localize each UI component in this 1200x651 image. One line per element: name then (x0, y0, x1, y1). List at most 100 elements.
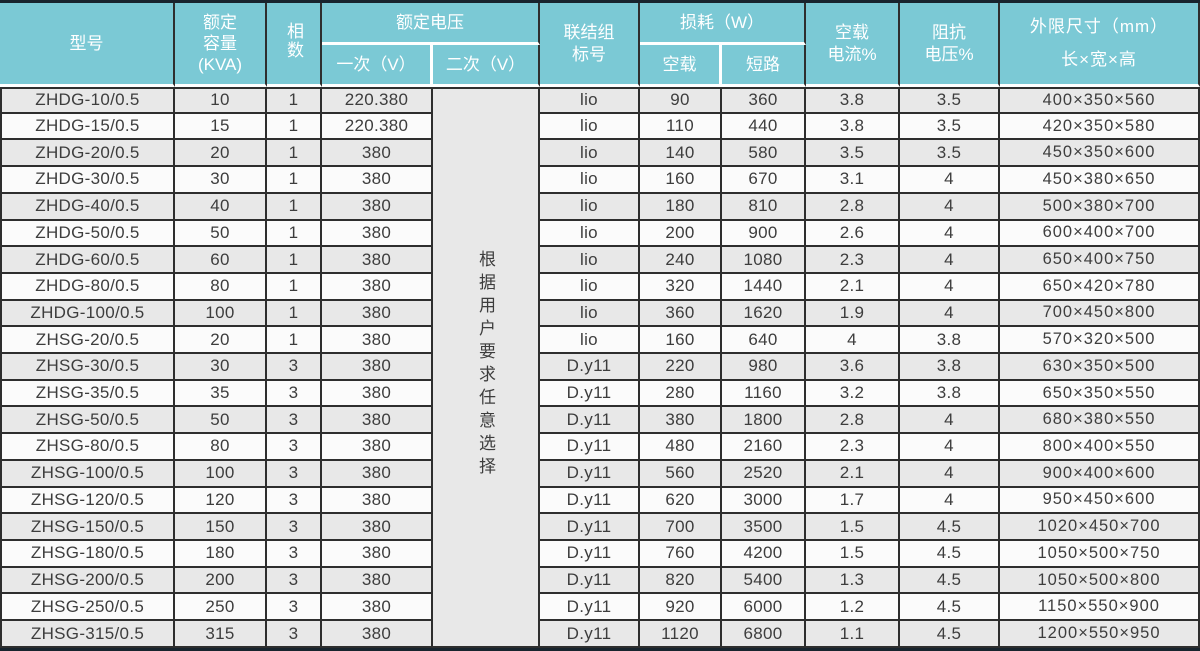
cell-capacity: 100 (175, 460, 267, 488)
cell-no-load-current: 2.8 (806, 193, 901, 221)
cell-dimensions: 700×450×800 (1000, 300, 1200, 328)
table-row: ZHDG-100/0.5 100 1 380 lio 360 1620 1.9 … (0, 300, 1200, 328)
cell-dimensions: 420×350×580 (1000, 113, 1200, 141)
cell-no-load-loss: 200 (640, 220, 722, 248)
cell-capacity: 200 (175, 567, 267, 595)
cell-impedance-voltage: 4 (900, 487, 1001, 515)
table-row: ZHDG-40/0.5 40 1 380 lio 180 810 2.8 4 5… (0, 193, 1200, 221)
cell-impedance-voltage: 4 (900, 167, 1001, 194)
cell-short-circuit-loss: 810 (722, 193, 807, 221)
cell-model: ZHDG-15/0.5 (0, 113, 175, 141)
cell-short-circuit-loss: 1080 (722, 247, 807, 274)
cell-primary-voltage: 380 (322, 540, 433, 568)
cell-no-load-loss: 760 (640, 540, 722, 568)
cell-phases: 1 (267, 327, 322, 355)
table-row: ZHSG-200/0.5 200 3 380 D.y11 820 5400 1.… (0, 567, 1200, 595)
cell-capacity: 150 (175, 514, 267, 541)
cell-phases: 1 (267, 220, 322, 248)
cell-primary-voltage: 380 (322, 567, 433, 595)
cell-capacity: 100 (175, 300, 267, 328)
cell-impedance-voltage: 4 (900, 407, 1001, 435)
secondary-voltage-note-text: 根据用户要求任意选择 (476, 250, 495, 480)
cell-no-load-current: 1.2 (806, 594, 901, 622)
cell-dimensions: 680×380×550 (1000, 407, 1200, 435)
cell-short-circuit-loss: 6000 (722, 594, 807, 622)
cell-connection-group: lio (540, 87, 640, 114)
cell-no-load-current: 3.8 (806, 87, 901, 114)
cell-phases: 1 (267, 300, 322, 328)
cell-connection-group: lio (540, 113, 640, 141)
cell-impedance-voltage: 3.8 (900, 354, 1001, 381)
cell-primary-voltage: 380 (322, 273, 433, 301)
cell-impedance-voltage: 4 (900, 300, 1001, 328)
cell-primary-voltage: 380 (322, 300, 433, 328)
col-header-no-load-loss: 空载 (640, 45, 722, 87)
table-row: ZHDG-15/0.5 15 1 220.380 lio 110 440 3.8… (0, 113, 1200, 141)
col-header-connection-group: 联结组标号 (540, 3, 640, 87)
cell-impedance-voltage: 4 (900, 193, 1001, 221)
table-row: ZHSG-50/0.5 50 3 380 D.y11 380 1800 2.8 … (0, 407, 1200, 435)
table-row: ZHDG-30/0.5 30 1 380 lio 160 670 3.1 4 4… (0, 167, 1200, 194)
cell-impedance-voltage: 3.5 (900, 140, 1001, 168)
table-row: ZHSG-20/0.5 20 1 380 lio 160 640 4 3.8 5… (0, 327, 1200, 355)
cell-impedance-voltage: 3.5 (900, 87, 1001, 114)
col-header-model: 型号 (0, 3, 175, 87)
cell-primary-voltage: 380 (322, 140, 433, 168)
cell-connection-group: lio (540, 140, 640, 168)
cell-connection-group: D.y11 (540, 540, 640, 568)
cell-no-load-current: 2.3 (806, 247, 901, 274)
cell-capacity: 40 (175, 193, 267, 221)
cell-impedance-voltage: 4 (900, 247, 1001, 274)
table-header: 型号 额定容量(KVA) 相数 额定电压 联结组标号 损耗（W） (0, 3, 1200, 87)
cell-phases: 3 (267, 621, 322, 648)
cell-no-load-current: 3.1 (806, 167, 901, 194)
col-header-capacity: 额定容量(KVA) (175, 3, 267, 87)
cell-impedance-voltage: 4.5 (900, 567, 1001, 595)
table-row: ZHDG-80/0.5 80 1 380 lio 320 1440 2.1 4 … (0, 273, 1200, 301)
cell-short-circuit-loss: 4200 (722, 540, 807, 568)
cell-impedance-voltage: 4 (900, 273, 1001, 301)
cell-capacity: 50 (175, 407, 267, 435)
cell-capacity: 80 (175, 273, 267, 301)
cell-short-circuit-loss: 640 (722, 327, 807, 355)
cell-dimensions: 630×350×500 (1000, 354, 1200, 381)
cell-phases: 3 (267, 487, 322, 515)
table-row: ZHSG-80/0.5 80 3 380 D.y11 480 2160 2.3 … (0, 434, 1200, 461)
table-row: ZHSG-120/0.5 120 3 380 D.y11 620 3000 1.… (0, 487, 1200, 515)
cell-no-load-loss: 180 (640, 193, 722, 221)
cell-no-load-current: 4 (806, 327, 901, 355)
cell-primary-voltage: 380 (322, 354, 433, 381)
cell-no-load-current: 2.8 (806, 407, 901, 435)
cell-model: ZHDG-40/0.5 (0, 193, 175, 221)
cell-impedance-voltage: 3.5 (900, 113, 1001, 141)
cell-impedance-voltage: 3.8 (900, 327, 1001, 355)
cell-short-circuit-loss: 5400 (722, 567, 807, 595)
cell-primary-voltage: 220.380 (322, 87, 433, 114)
table-row: ZHDG-60/0.5 60 1 380 lio 240 1080 2.3 4 … (0, 247, 1200, 274)
cell-capacity: 15 (175, 113, 267, 141)
cell-connection-group: lio (540, 247, 640, 274)
col-header-primary-voltage: 一次（V） (322, 45, 433, 87)
cell-capacity: 30 (175, 167, 267, 194)
cell-dimensions: 450×380×650 (1000, 167, 1200, 194)
cell-no-load-loss: 160 (640, 327, 722, 355)
cell-short-circuit-loss: 670 (722, 167, 807, 194)
cell-phases: 3 (267, 460, 322, 488)
col-header-secondary-voltage: 二次（V） (433, 45, 540, 87)
secondary-voltage-note: 根据用户要求任意选择 (433, 87, 540, 648)
cell-connection-group: lio (540, 193, 640, 221)
cell-model: ZHDG-60/0.5 (0, 247, 175, 274)
table-row: ZHSG-180/0.5 180 3 380 D.y11 760 4200 1.… (0, 540, 1200, 568)
cell-no-load-loss: 820 (640, 567, 722, 595)
cell-impedance-voltage: 4.5 (900, 514, 1001, 541)
cell-model: ZHSG-35/0.5 (0, 380, 175, 408)
cell-dimensions: 450×350×600 (1000, 140, 1200, 168)
cell-short-circuit-loss: 3500 (722, 514, 807, 541)
cell-primary-voltage: 380 (322, 193, 433, 221)
cell-phases: 3 (267, 434, 322, 461)
cell-no-load-current: 3.6 (806, 354, 901, 381)
cell-primary-voltage: 380 (322, 594, 433, 622)
cell-no-load-loss: 360 (640, 300, 722, 328)
cell-connection-group: lio (540, 327, 640, 355)
cell-connection-group: D.y11 (540, 407, 640, 435)
